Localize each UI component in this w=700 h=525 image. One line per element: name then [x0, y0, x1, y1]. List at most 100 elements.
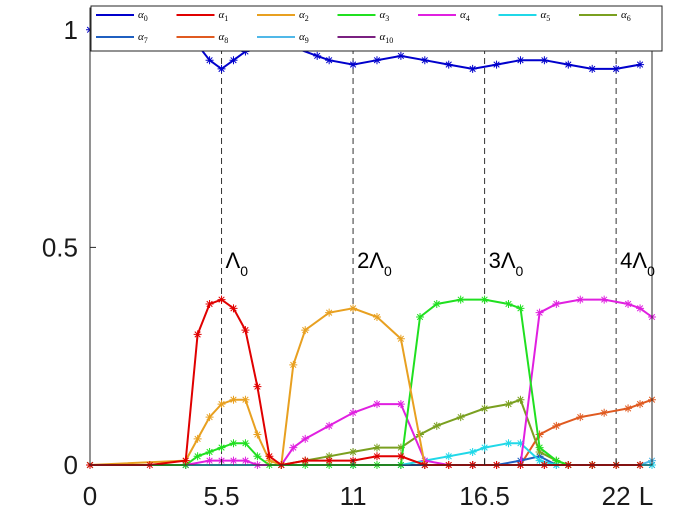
data-point-alpha-3-7 — [253, 452, 262, 461]
plot-area — [90, 8, 652, 465]
data-point-alpha-8-11 — [576, 413, 585, 422]
data-point-alpha-0-21 — [540, 56, 549, 65]
data-point-alpha-3-16 — [432, 299, 441, 308]
data-point-alpha-0-15 — [396, 51, 405, 60]
data-point-alpha-6-6 — [372, 443, 381, 452]
legend-label: α6 — [621, 9, 631, 23]
data-point-alpha-2-7 — [253, 430, 262, 439]
data-point-alpha-8-13 — [624, 404, 633, 413]
reference-lines — [221, 8, 617, 465]
legend-entry-alpha-7: α7 — [96, 31, 148, 45]
data-point-alpha-8-12 — [600, 408, 609, 417]
data-point-alpha-2-11 — [301, 326, 310, 335]
data-point-alpha-1-5 — [217, 295, 226, 304]
data-point-alpha-3-21 — [535, 443, 544, 452]
data-point-alpha-0-13 — [349, 60, 358, 69]
data-point-alpha-2-8 — [265, 456, 274, 465]
legend-label: α5 — [541, 9, 551, 23]
data-point-alpha-1-7 — [241, 326, 250, 335]
data-point-alpha-4-24 — [636, 304, 645, 313]
data-point-alpha-1-4 — [205, 299, 214, 308]
data-point-alpha-2-15 — [396, 334, 405, 343]
legend-entry-alpha-5: α5 — [498, 9, 551, 23]
x-tick-label-0: 0 — [83, 481, 97, 511]
y-tick-label-1: 0.5 — [42, 232, 78, 262]
data-point-alpha-2-5 — [229, 395, 238, 404]
data-point-alpha-2-14 — [372, 313, 381, 322]
data-point-alpha-4-20 — [552, 299, 561, 308]
data-point-alpha-0-11 — [313, 51, 322, 60]
data-point-alpha-6-7 — [396, 443, 405, 452]
data-point-alpha-4-5 — [241, 456, 250, 465]
data-point-alpha-1-14 — [372, 452, 381, 461]
data-point-alpha-4-10 — [325, 421, 334, 430]
legend-box — [90, 5, 663, 52]
data-point-alpha-5-6 — [444, 452, 453, 461]
data-point-alpha-4-21 — [576, 295, 585, 304]
data-point-alpha-6-11 — [480, 404, 489, 413]
data-point-alpha-3-3 — [205, 447, 214, 456]
data-point-alpha-2-3 — [205, 413, 214, 422]
data-point-alpha-1-3 — [193, 330, 202, 339]
data-point-alpha-4-2 — [205, 456, 214, 465]
data-point-alpha-1-2 — [181, 456, 190, 465]
data-point-alpha-4-23 — [624, 299, 633, 308]
legend-entry-alpha-4: α4 — [418, 9, 470, 23]
data-point-alpha-3-20 — [516, 304, 525, 313]
data-point-alpha-3-15 — [416, 313, 425, 322]
data-point-alpha-2-2 — [193, 434, 202, 443]
data-point-alpha-3-2 — [193, 452, 202, 461]
data-point-alpha-2-10 — [289, 360, 298, 369]
legend-label: α8 — [219, 31, 229, 45]
data-point-alpha-0-24 — [612, 64, 621, 73]
data-point-alpha-6-5 — [349, 447, 358, 456]
data-point-alpha-2-13 — [349, 304, 358, 313]
data-point-alpha-1-11 — [301, 456, 310, 465]
legend-label: α3 — [380, 9, 390, 23]
data-point-alpha-0-16 — [420, 56, 429, 65]
data-point-alpha-5-9 — [504, 439, 513, 448]
vline-label-3: 4Λ0 — [620, 248, 655, 279]
data-point-alpha-0-17 — [444, 60, 453, 69]
tick-layer: 0 5.5 11 16.5 22 0 0.5 1 L — [42, 15, 653, 511]
legend-label: α4 — [460, 9, 470, 23]
x-tick-label-3: 16.5 — [459, 481, 510, 511]
legend-entry-alpha-2: α2 — [257, 9, 309, 23]
data-point-alpha-3-19 — [504, 299, 513, 308]
legend-entry-alpha-6: α6 — [579, 9, 631, 23]
data-point-alpha-8-10 — [552, 421, 561, 430]
data-point-alpha-5-7 — [468, 447, 477, 456]
data-point-alpha-2-6 — [241, 395, 250, 404]
legend: α0 α1 α2 α3 α4 α5 α6 α7 α8 α9 α10 — [90, 5, 663, 52]
data-point-alpha-6-4 — [325, 452, 334, 461]
legend-entry-alpha-10: α10 — [337, 31, 394, 45]
data-point-alpha-6-12 — [504, 400, 513, 409]
data-point-alpha-3-5 — [229, 439, 238, 448]
data-point-alpha-0-22 — [564, 60, 573, 69]
data-point-alpha-1-9 — [265, 452, 274, 461]
legend-label: α1 — [219, 9, 229, 23]
data-point-alpha-1-6 — [229, 304, 238, 313]
data-point-alpha-3-17 — [456, 295, 465, 304]
data-point-alpha-3-6 — [241, 439, 250, 448]
legend-entry-alpha-3: α3 — [337, 9, 390, 23]
data-point-alpha-5-8 — [480, 443, 489, 452]
x-tick-label-4: 22 — [602, 481, 631, 511]
x-axis-label: L — [639, 481, 653, 511]
legend-label: α10 — [380, 31, 394, 45]
vline-label-1: 2Λ0 — [357, 248, 392, 279]
data-point-alpha-7-9 — [535, 452, 544, 461]
legend-label: α2 — [299, 9, 309, 23]
data-point-alpha-0-6 — [241, 47, 250, 56]
data-point-alpha-1-15 — [396, 452, 405, 461]
data-point-alpha-8-14 — [636, 400, 645, 409]
data-point-alpha-0-3 — [205, 56, 214, 65]
data-point-alpha-0-19 — [492, 60, 501, 69]
vline-label-2: 3Λ0 — [489, 248, 524, 279]
data-point-alpha-4-9 — [301, 434, 310, 443]
data-point-alpha-6-13 — [516, 395, 525, 404]
data-point-alpha-0-18 — [468, 64, 477, 73]
data-point-alpha-3-22 — [552, 456, 561, 465]
vline-annotations: Λ0 2Λ0 3Λ0 4Λ0 — [226, 248, 656, 279]
